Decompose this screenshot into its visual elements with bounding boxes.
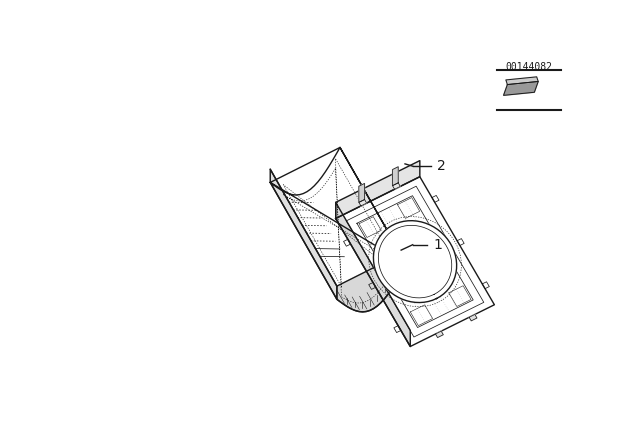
Text: 2: 2 [437,159,446,173]
Polygon shape [469,314,477,321]
Text: 1: 1 [433,238,442,252]
Polygon shape [359,183,365,202]
Text: 00144082: 00144082 [506,62,552,72]
Polygon shape [435,331,444,337]
Polygon shape [270,147,406,312]
Polygon shape [336,177,494,346]
Polygon shape [336,202,410,346]
Polygon shape [392,167,398,185]
Polygon shape [504,82,538,95]
Polygon shape [270,169,337,299]
Polygon shape [373,221,457,302]
Polygon shape [392,183,400,189]
Polygon shape [336,161,420,219]
Polygon shape [359,199,367,206]
Polygon shape [337,251,406,312]
Polygon shape [506,77,538,85]
